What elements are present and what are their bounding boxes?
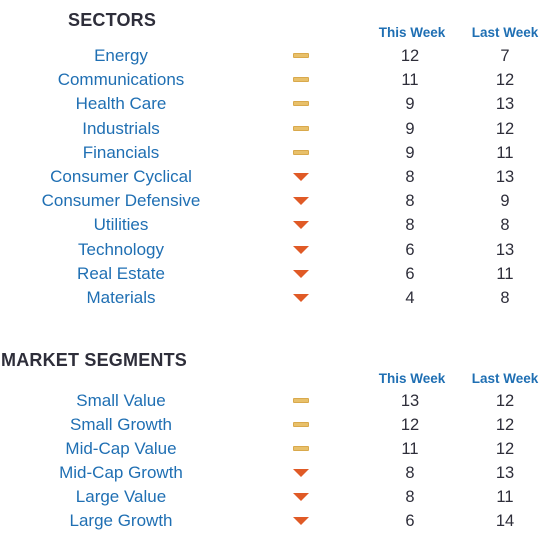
flat-dash-icon	[293, 68, 309, 92]
flat-dash-icon	[293, 389, 309, 413]
row-name: Energy	[94, 46, 148, 65]
table-row: Health Care 9 13	[0, 92, 552, 116]
row-name: Real Estate	[77, 263, 165, 283]
row-name: Large Value	[75, 487, 167, 506]
last-week-value: 12	[495, 416, 515, 434]
table-row: Small Value 13 12	[0, 389, 552, 413]
down-arrow-icon	[293, 213, 309, 237]
last-week-value: 12	[495, 119, 515, 138]
last-week-value: 13	[495, 168, 515, 186]
this-week-value: 11	[401, 71, 419, 90]
row-name: Industrials	[82, 118, 160, 138]
table-row: Industrials 9 12	[0, 117, 552, 141]
this-week-value: 4	[405, 289, 415, 307]
row-name: Communications	[57, 70, 185, 90]
this-week-value: 9	[405, 119, 415, 138]
table-row: Large Growth 6 14	[0, 509, 552, 533]
last-week-value: 11	[496, 143, 514, 162]
flat-dash-icon	[293, 44, 309, 68]
table-row: Technology 6 13	[0, 238, 552, 262]
row-name: Small Growth	[69, 415, 173, 434]
sectors-title: SECTORS	[68, 10, 157, 30]
this-week-value: 8	[405, 216, 415, 235]
row-name: Mid-Cap Growth	[59, 463, 183, 482]
segments-title: MARKET SEGMENTS	[1, 350, 188, 370]
table-row: Consumer Cyclical 8 13	[0, 165, 552, 189]
table-row: Mid-Cap Value 11 12	[0, 437, 552, 461]
segments-col-this-week: This Week	[378, 371, 446, 386]
row-name: Small Value	[76, 391, 166, 410]
this-week-value: 8	[405, 168, 415, 186]
this-week-value: 6	[405, 512, 415, 530]
this-week-value: 9	[405, 95, 415, 114]
this-week-value: 6	[405, 264, 415, 283]
flat-dash-icon	[293, 413, 309, 437]
down-arrow-icon	[293, 189, 309, 213]
down-arrow-icon	[293, 165, 309, 189]
row-name: Consumer Cyclical	[50, 167, 192, 186]
last-week-value: 13	[495, 464, 515, 482]
last-week-value: 12	[495, 392, 515, 410]
row-name: Health Care	[75, 94, 167, 114]
table-row: Materials 4 8	[0, 286, 552, 310]
row-name: Utilities	[93, 215, 149, 235]
flat-dash-icon	[293, 437, 309, 461]
segments-col-last-week: Last Week	[471, 371, 539, 386]
this-week-value: 8	[405, 488, 415, 506]
last-week-value: 11	[496, 488, 514, 506]
table-row: Mid-Cap Growth 8 13	[0, 461, 552, 485]
row-name: Technology	[77, 239, 164, 259]
row-name: Financials	[82, 142, 160, 162]
down-arrow-icon	[293, 461, 309, 485]
table-row: Large Value 8 11	[0, 485, 552, 509]
last-week-value: 7	[500, 47, 510, 65]
last-week-value: 9	[500, 192, 510, 211]
sectors-col-last-week: Last Week	[471, 25, 539, 40]
this-week-value: 11	[401, 440, 419, 458]
down-arrow-icon	[293, 509, 309, 533]
this-week-value: 12	[400, 47, 420, 65]
last-week-value: 12	[495, 440, 515, 458]
flat-dash-icon	[293, 92, 309, 116]
row-name: Mid-Cap Value	[65, 439, 177, 458]
last-week-value: 13	[495, 240, 515, 259]
down-arrow-icon	[293, 286, 309, 310]
last-week-value: 11	[496, 264, 514, 283]
table-row: Financials 9 11	[0, 141, 552, 165]
this-week-value: 13	[400, 392, 420, 410]
this-week-value: 6	[405, 240, 415, 259]
this-week-value: 8	[405, 192, 415, 211]
table-row: Utilities 8 8	[0, 213, 552, 237]
table-row: Small Growth 12 12	[0, 413, 552, 437]
this-week-value: 12	[400, 416, 420, 434]
this-week-value: 8	[405, 464, 415, 482]
this-week-value: 9	[405, 143, 415, 162]
sectors-col-this-week: This Week	[378, 25, 446, 40]
down-arrow-icon	[293, 262, 309, 286]
last-week-value: 8	[500, 289, 510, 307]
flat-dash-icon	[293, 141, 309, 165]
down-arrow-icon	[293, 485, 309, 509]
last-week-value: 8	[500, 216, 510, 235]
flat-dash-icon	[293, 117, 309, 141]
last-week-value: 13	[495, 95, 515, 114]
down-arrow-icon	[293, 238, 309, 262]
last-week-value: 12	[495, 71, 515, 90]
row-name: Large Growth	[69, 511, 173, 530]
table-row: Consumer Defensive 8 9	[0, 189, 552, 213]
table-row: Communications 11 12	[0, 68, 552, 92]
table-row: Energy 12 7	[0, 44, 552, 68]
row-name: Materials	[86, 288, 156, 307]
table-row: Real Estate 6 11	[0, 262, 552, 286]
row-name: Consumer Defensive	[41, 191, 201, 211]
last-week-value: 14	[495, 512, 515, 530]
